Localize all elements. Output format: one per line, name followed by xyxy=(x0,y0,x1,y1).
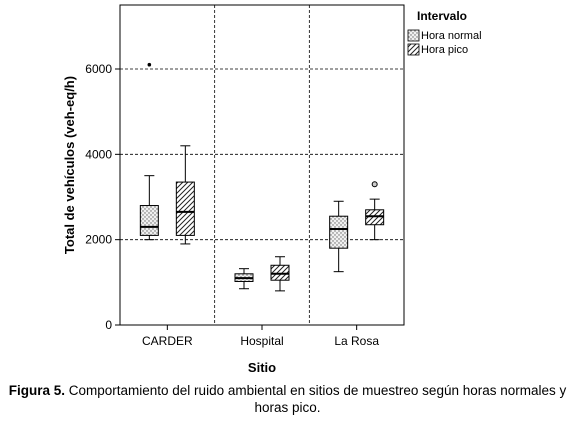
x-axis: CARDER Hospital La Rosa xyxy=(142,325,379,348)
y-axis-title: Total de vehículos (veh-eq/h) xyxy=(62,76,77,254)
y-tick-label: 6000 xyxy=(85,62,112,76)
y-axis: 0 2000 4000 6000 xyxy=(85,62,120,332)
outlier-point xyxy=(371,181,378,188)
grid-lines xyxy=(120,5,404,325)
box xyxy=(175,181,195,236)
plot-area xyxy=(119,4,405,326)
caption-lead: Figura 5. xyxy=(8,383,65,398)
legend: Intervalo Hora normal Hora pico xyxy=(407,9,482,56)
box xyxy=(270,264,290,281)
legend-title: Intervalo xyxy=(417,9,467,23)
y-tick-label: 0 xyxy=(105,318,112,332)
legend-label-hora-normal: Hora normal xyxy=(421,30,482,42)
y-tick-label: 4000 xyxy=(85,147,112,161)
figure-caption: Figura 5. Comportamiento del ruido ambie… xyxy=(0,382,575,416)
box xyxy=(139,205,159,236)
box xyxy=(365,209,385,226)
x-axis-title: Sitio xyxy=(248,360,276,375)
legend-label-hora-pico: Hora pico xyxy=(421,44,468,56)
outlier-point xyxy=(147,62,152,67)
box-series xyxy=(139,62,385,292)
legend-swatch-hora-pico xyxy=(407,43,420,56)
caption-text: Comportamiento del ruido ambiental en si… xyxy=(65,383,567,415)
x-tick-label: La Rosa xyxy=(334,334,379,348)
legend-swatch-hora-normal xyxy=(407,29,420,42)
boxplot-chart: 0 2000 4000 6000 CARDER Hospital La Rosa Tota… xyxy=(62,4,482,375)
box xyxy=(329,215,349,249)
x-tick-label: CARDER xyxy=(142,334,193,348)
x-tick-label: Hospital xyxy=(240,334,283,348)
y-tick-label: 2000 xyxy=(85,233,112,247)
